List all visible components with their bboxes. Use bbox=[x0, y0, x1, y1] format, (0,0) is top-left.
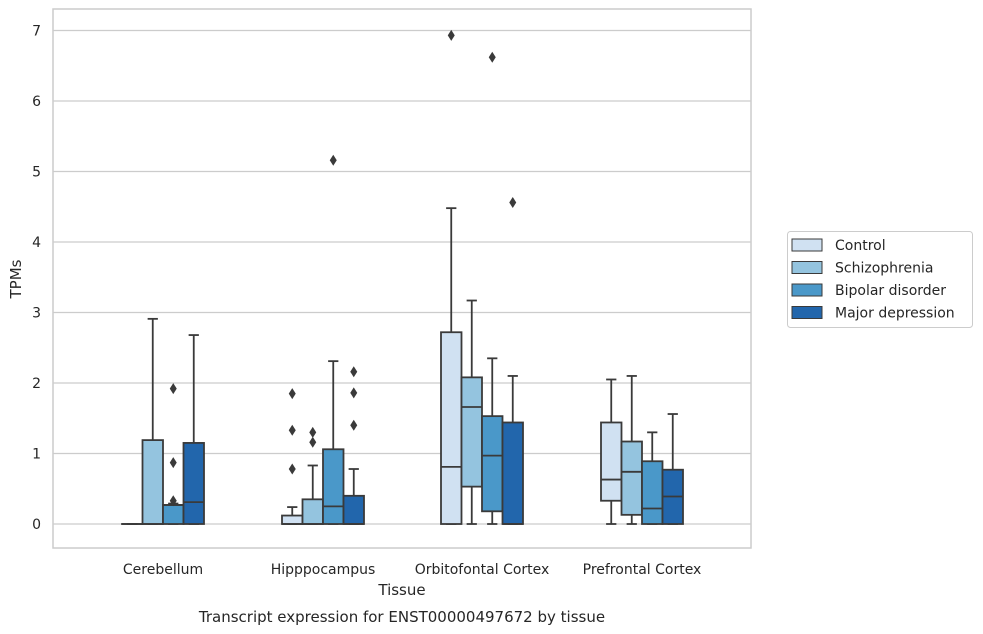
legend: Control Schizophrenia Bipolar disorder Majo… bbox=[787, 231, 973, 328]
outlier-point bbox=[509, 197, 517, 209]
box-body bbox=[481, 415, 504, 513]
y-tick-label: 2 bbox=[32, 376, 41, 392]
box-1-1 bbox=[301, 426, 324, 525]
legend-swatch bbox=[791, 283, 823, 297]
outlier-point bbox=[309, 436, 317, 448]
box-body bbox=[342, 494, 365, 525]
legend-label: Bipolar disorder bbox=[835, 283, 946, 299]
box-3-2 bbox=[501, 197, 524, 525]
outlier-point bbox=[350, 387, 358, 399]
y-tick-label: 7 bbox=[32, 24, 41, 40]
box-body bbox=[501, 421, 524, 525]
outlier-point bbox=[488, 51, 496, 63]
y-axis-ticks: 0 1 2 3 4 5 6 7 bbox=[32, 24, 41, 534]
outlier-point bbox=[447, 29, 455, 41]
box-0-2 bbox=[440, 29, 463, 525]
box-body bbox=[641, 460, 664, 525]
outlier-point bbox=[288, 388, 296, 400]
legend-frame bbox=[787, 231, 973, 328]
legend-label: Schizophrenia bbox=[835, 261, 933, 277]
box-body bbox=[182, 442, 205, 525]
outlier-point bbox=[288, 463, 296, 475]
box-body bbox=[440, 331, 463, 525]
box-body bbox=[600, 421, 623, 502]
legend-swatch bbox=[791, 261, 823, 274]
y-tick-label: 3 bbox=[32, 306, 41, 322]
outlier-point bbox=[288, 424, 296, 436]
outlier-point bbox=[169, 495, 177, 507]
box-3-3 bbox=[661, 413, 684, 525]
x-tick-label: Cerebellum bbox=[123, 562, 203, 578]
outlier-point bbox=[169, 457, 177, 469]
x-tick-label: Hipppocampus bbox=[271, 562, 376, 578]
x-tick-label: Orbitofontal Cortex bbox=[415, 562, 550, 578]
y-tick-label: 6 bbox=[32, 94, 41, 110]
y-tick-label: 0 bbox=[32, 517, 41, 533]
x-axis-ticks: Cerebellum Hipppocampus Orbitofontal Corte… bbox=[123, 562, 701, 578]
boxes bbox=[121, 29, 684, 525]
legend-label: Major depression bbox=[835, 306, 955, 322]
box-1-0 bbox=[141, 317, 164, 525]
box-3-1 bbox=[342, 366, 365, 525]
outlier-point bbox=[350, 419, 358, 431]
box-body bbox=[141, 439, 164, 525]
box-2-1 bbox=[322, 154, 345, 525]
box-body bbox=[301, 498, 324, 525]
box-2-2 bbox=[481, 51, 504, 525]
box-1-2 bbox=[460, 299, 483, 525]
box-body bbox=[460, 376, 483, 488]
outlier-point bbox=[350, 366, 358, 378]
legend-swatch bbox=[791, 238, 823, 252]
outlier-point bbox=[329, 154, 337, 166]
box-body bbox=[281, 514, 304, 525]
box-0-3 bbox=[600, 378, 623, 525]
box-1-3 bbox=[620, 375, 643, 525]
box-body bbox=[322, 448, 345, 525]
x-axis-title: Tissue bbox=[377, 581, 425, 599]
legend-label: Control bbox=[835, 238, 886, 254]
y-tick-label: 5 bbox=[32, 165, 41, 181]
box-0-1 bbox=[281, 388, 304, 525]
box-2-0 bbox=[162, 383, 185, 525]
box-3-0 bbox=[182, 334, 205, 525]
box-body bbox=[620, 440, 643, 516]
box-body bbox=[162, 504, 185, 525]
legend-swatch bbox=[791, 306, 823, 319]
y-axis-title: TPMs bbox=[7, 259, 25, 299]
outlier-point bbox=[309, 426, 317, 438]
y-tick-label: 1 bbox=[32, 447, 41, 463]
x-tick-label: Prefrontal Cortex bbox=[583, 562, 702, 578]
gridlines bbox=[53, 29, 751, 525]
chart-caption: Transcript expression for ENST0000049767… bbox=[198, 608, 605, 626]
y-tick-label: 4 bbox=[32, 235, 41, 251]
plot-frame bbox=[52, 8, 752, 549]
outlier-point bbox=[169, 383, 177, 395]
box-2-3 bbox=[641, 431, 664, 525]
